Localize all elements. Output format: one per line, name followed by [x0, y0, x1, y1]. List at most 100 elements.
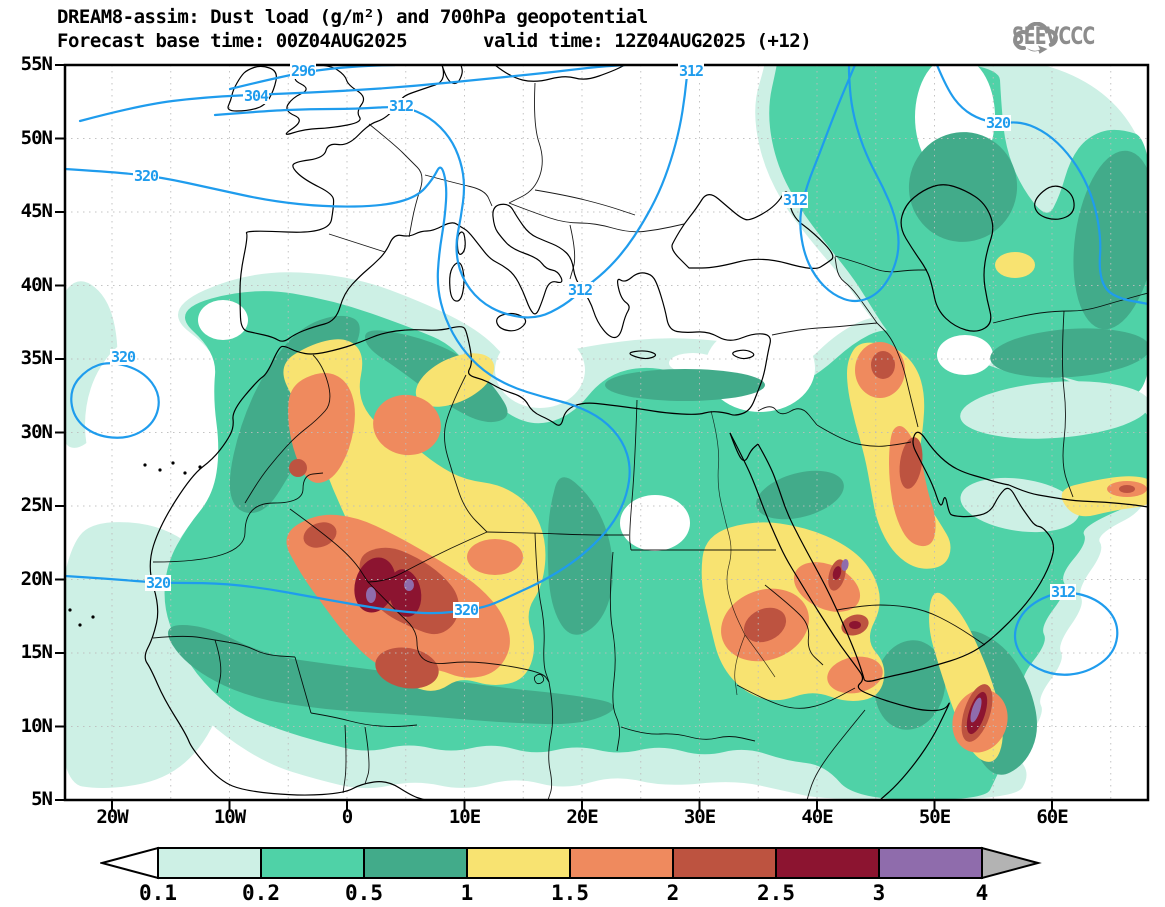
geopotential-contour-label: 320: [133, 167, 159, 185]
colorbar-segment: [466, 847, 571, 879]
colorbar-tick-label: 2: [667, 881, 680, 905]
island-dot: [78, 623, 82, 627]
dust-red-gulf: [899, 437, 923, 489]
country-border: [771, 322, 878, 336]
country-border: [547, 681, 554, 800]
dust-purple-red-sea: [841, 559, 849, 571]
country-border: [342, 724, 347, 794]
country-border: [1062, 310, 1074, 498]
dust-orange-nw-algeria: [288, 373, 355, 483]
lake-chad: [533, 673, 545, 685]
dust-dark-s-caspian: [990, 328, 1148, 378]
country-border: [486, 531, 629, 536]
country-border: [736, 684, 856, 709]
coastline: [757, 431, 1055, 682]
coastline: [1008, 484, 1148, 508]
y-axis-label: 20N: [20, 567, 53, 590]
logo-text: SEEVCCC: [1012, 22, 1095, 50]
white-gap-n-iran: [937, 335, 993, 375]
country-border: [508, 82, 543, 204]
forecast-base-time: Forecast base time: 00Z04AUG2025: [57, 30, 408, 52]
geopotential-contour: [70, 362, 160, 439]
x-axis-label: 50E: [918, 806, 951, 828]
coastline: [629, 350, 657, 360]
map-frame: [55, 63, 1150, 810]
colorbar-right-arrow: [981, 846, 1042, 880]
island-dot: [171, 461, 175, 465]
country-border: [764, 584, 824, 666]
white-gap-turkey: [615, 135, 775, 325]
country-border: [367, 531, 488, 583]
geopotential-contour-label: 320: [110, 348, 136, 366]
dust-red-nigeria: [375, 647, 439, 689]
colorbar-tick-label: 0.1: [139, 881, 177, 905]
country-border: [214, 639, 222, 694]
country-border: [834, 256, 878, 324]
y-axis-label: 35N: [20, 347, 53, 369]
coastline: [729, 432, 759, 462]
dust-red-iraq: [871, 351, 895, 379]
country-border: [328, 233, 386, 253]
country-border: [620, 726, 756, 742]
country-border: [424, 174, 493, 207]
dust-yellow-azerbaijan: [995, 252, 1035, 278]
map-content: [65, 65, 1148, 800]
coastline: [456, 231, 466, 255]
geopotential-contour-label: 320: [453, 601, 479, 619]
country-border: [757, 406, 818, 426]
colorbar-segment: [363, 847, 468, 879]
country-border: [609, 551, 621, 752]
colorbar-left-arrow: [100, 846, 159, 880]
country-border: [289, 508, 369, 583]
geopotential-contour-label: 320: [985, 114, 1011, 132]
x-axis-label: 20W: [96, 806, 128, 828]
y-axis-label: 15N: [20, 641, 53, 663]
dust-orange-ethiopia: [827, 656, 883, 694]
colorbar-segment: [878, 847, 983, 879]
y-axis-label: 10N: [20, 714, 53, 737]
river: [710, 410, 746, 636]
dust-orange-c-algeria: [373, 394, 441, 456]
white-gap-mauritania: [85, 330, 235, 520]
y-axis-label: 25N: [20, 494, 53, 516]
island-dot: [68, 608, 72, 612]
geopotential-contour-label: 312: [782, 191, 808, 209]
coastline: [285, 65, 365, 135]
coastline: [729, 432, 950, 800]
geopotential-contour: [65, 166, 631, 615]
coastline: [227, 65, 277, 112]
country-border: [244, 354, 331, 504]
y-axis-label: 50N: [20, 126, 53, 149]
country-border: [444, 374, 488, 533]
y-axis-label: 5N: [31, 788, 53, 810]
coastline: [496, 312, 527, 332]
country-border: [629, 399, 638, 551]
y-axis-label: 45N: [20, 200, 53, 222]
x-axis-label: 60E: [1036, 806, 1068, 828]
chart-title: DREAM8-assim: Dust load (g/m²) and 700hP…: [57, 6, 648, 28]
country-border: [364, 726, 370, 785]
colorbar-tick-label: 2.5: [757, 881, 795, 905]
colorbar-segment: [775, 847, 880, 879]
white-gap-morocco: [198, 300, 248, 340]
geopotential-contour-label: 312: [567, 281, 593, 299]
y-axis-label: 40N: [20, 273, 53, 296]
country-border: [834, 255, 927, 273]
country-border: [534, 532, 550, 683]
country-border: [816, 424, 912, 447]
dust-dark-caspian-e: [1073, 150, 1148, 330]
geopotential-contour-label: 296: [290, 62, 316, 80]
island-dot: [158, 468, 162, 472]
white-gap-egypt: [620, 495, 690, 551]
x-axis-label: 0: [341, 806, 353, 828]
dust-orange-air: [467, 539, 523, 575]
white-gap-med-1: [669, 353, 717, 373]
geopotential-contour-label: 304: [243, 87, 269, 105]
colorbar-segment: [157, 847, 262, 879]
coastline: [900, 184, 994, 332]
country-border: [534, 189, 636, 216]
colorbar-tick-label: 0.2: [242, 881, 280, 905]
x-axis-label: 40E: [801, 806, 833, 828]
country-border: [876, 322, 919, 428]
